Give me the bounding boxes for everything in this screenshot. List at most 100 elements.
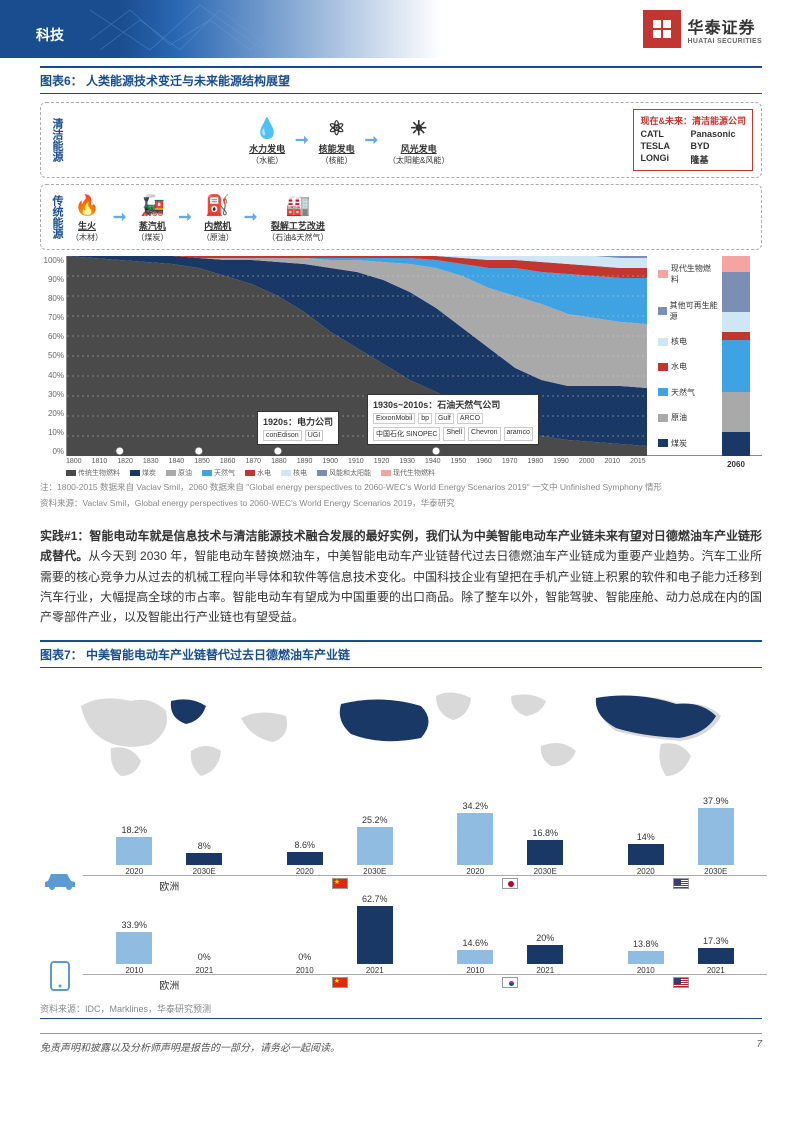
bar-group: 14%202037.9%2030E: [600, 804, 763, 893]
company-logo: Shell: [443, 427, 465, 441]
clean-node: 💧水力发电（水能）: [249, 114, 285, 166]
bar: 16.8%2030E: [525, 828, 565, 876]
energy-icon: 💧: [253, 114, 281, 142]
xtick: 1840: [169, 458, 185, 465]
annot-1930s: 1930s~2010s：石油天然气公司 ExxonMobilbpGulfARCO…: [367, 394, 539, 445]
region-label: [259, 977, 422, 988]
company-logo: UGI: [305, 430, 323, 441]
region-label: 欧洲: [88, 878, 251, 893]
trad-label: 传统能源: [49, 195, 65, 239]
company-logo: LONGi: [640, 153, 680, 166]
ytick: 30%: [40, 390, 64, 399]
xtick: 2000: [579, 458, 595, 465]
ytick: 80%: [40, 294, 64, 303]
bar-group: 33.9%20100%2021欧洲: [88, 903, 251, 992]
legend-item: 现代生物燃料: [381, 468, 435, 478]
plot-area: 1920s：电力公司 conEdisonUGI 1930s~2010s：石油天然…: [66, 256, 762, 456]
ytick: 60%: [40, 332, 64, 341]
xtick: 1920: [374, 458, 390, 465]
region-label: [600, 977, 763, 988]
bar: 34.2%2020: [455, 801, 495, 875]
future-seg: [722, 272, 750, 312]
future-seg: [722, 332, 750, 340]
xtick: 1850: [194, 458, 210, 465]
chart7-row2: 33.9%20100%2021欧洲0%201062.7%202114.6%201…: [40, 903, 762, 992]
bar: 14%2020: [626, 832, 666, 876]
footer-disclaimer: 免责声明和披露以及分析师声明是报告的一部分，请务必一起阅读。: [40, 1039, 340, 1054]
clean-companies-box: 现在&未来：清洁能源公司 CATLPanasonicTESLABYDLONGi隆…: [633, 109, 753, 171]
bar: 17.3%2021: [696, 936, 736, 975]
energy-icon: 🔥: [73, 191, 101, 219]
arrow-icon: ➞: [113, 207, 126, 227]
clean-label: 清洁能源: [49, 118, 65, 162]
company-logo: bp: [418, 413, 432, 424]
future-seg: [722, 256, 750, 272]
trad-node: 🚂蒸汽机（煤炭）: [136, 191, 168, 243]
arrow-icon: ➞: [244, 207, 257, 227]
legend-item: 核电: [658, 336, 718, 347]
trad-node: 🔥生火（木材）: [71, 191, 103, 243]
future-seg: [722, 392, 750, 432]
phone-icon: [40, 960, 80, 992]
brand-logo: 华泰证券 HUATAI SECURITIES: [643, 10, 762, 48]
bar-group: 0%201062.7%2021: [259, 903, 422, 992]
car-icon: [40, 869, 80, 893]
clean-companies-title: 现在&未来：清洁能源公司: [640, 114, 746, 127]
page-number: 7: [756, 1039, 762, 1054]
bar-group: 8.6%2020 25.2%2030E: [259, 804, 422, 893]
legend-item: 煤炭: [130, 468, 156, 478]
bar-group: 14.6%201020%2021: [429, 903, 592, 992]
brand-name-cn: 华泰证券: [688, 14, 762, 38]
bar-group: 34.2%2020 16.8%2030E: [429, 804, 592, 893]
chart7-source: 资料来源：IDC，Marklines，华泰研究预测: [40, 1002, 762, 1019]
ytick: 70%: [40, 313, 64, 322]
chart6-source: 资料来源：Vaclav Smil，Global energy perspecti…: [40, 498, 762, 510]
xtick: 1810: [92, 458, 108, 465]
page-footer: 免责声明和披露以及分析师声明是报告的一部分，请务必一起阅读。 7: [40, 1033, 762, 1054]
flag-us-icon: [673, 878, 689, 889]
bar: 8.6%2020: [285, 840, 325, 876]
bar: 25.2%2030E: [355, 815, 395, 876]
flag-jp-icon: [502, 878, 518, 889]
world-map-svg: [40, 676, 762, 786]
flag-kr-icon: [502, 977, 518, 988]
chart6-note: 注：1800-2015 数据来自 Vaclav Smil，2060 数据来自 "…: [40, 482, 762, 494]
legend-item: 天然气: [202, 468, 235, 478]
company-logo: conEdison: [263, 430, 302, 441]
xtick: 1930: [399, 458, 415, 465]
company-logo: Panasonic: [690, 129, 746, 139]
bar: 62.7%2021: [355, 894, 395, 975]
future-seg: [722, 432, 750, 456]
xtick: 2015: [630, 458, 646, 465]
x-future-label: 2060: [722, 460, 750, 469]
ytick: 90%: [40, 275, 64, 284]
company-logo: TESLA: [640, 141, 680, 151]
legend-item: 核电: [281, 468, 307, 478]
stacked-area-svg: [67, 256, 647, 456]
bar: 8%2030E: [184, 841, 224, 876]
energy-stack-chart: 100%90%80%70%60%50%40%30%20%10%0% 1920s：…: [40, 256, 762, 478]
future-seg: [722, 340, 750, 392]
bar: 14.6%2010: [455, 938, 495, 974]
region-label: [429, 878, 592, 889]
bar: 0%2010: [285, 952, 325, 975]
flag-cn-icon: [332, 977, 348, 988]
brand-name-en: HUATAI SECURITIES: [688, 38, 762, 45]
xtick: 1890: [297, 458, 313, 465]
legend-item: 风能和太阳能: [317, 468, 371, 478]
arrow-icon: ➞: [178, 207, 191, 227]
chart7-row1: 18.2%20208%2030E欧洲8.6%202025.2%2030E34.2…: [40, 804, 762, 893]
legend-item: 传统生物燃料: [66, 468, 120, 478]
clean-energy-box: 清洁能源 💧水力发电（水能）➞⚛核能发电（核能）➞☀风光发电（太阳能&风能） 现…: [40, 102, 762, 178]
bar: 37.9%2030E: [696, 796, 736, 876]
xtick: 1800: [66, 458, 82, 465]
ytick: 0%: [40, 447, 64, 456]
trad-node: 🏭裂解工艺改进（石油&天然气）: [267, 191, 328, 243]
xtick: 1960: [476, 458, 492, 465]
x-axis: 1800181018201830184018501860187018801890…: [66, 456, 646, 465]
clean-node: ⚛核能发电（核能）: [319, 114, 355, 166]
region-label: [429, 977, 592, 988]
ytick: 20%: [40, 409, 64, 418]
energy-icon: ⚛: [323, 114, 351, 142]
xtick: 2010: [604, 458, 620, 465]
